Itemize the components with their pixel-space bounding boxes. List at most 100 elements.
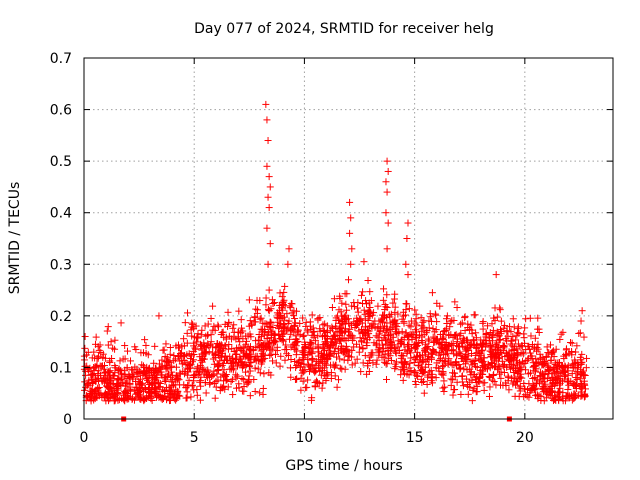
data-point bbox=[218, 328, 226, 336]
data-point bbox=[435, 349, 443, 357]
data-point bbox=[468, 361, 476, 369]
data-point bbox=[470, 336, 478, 344]
data-point bbox=[259, 328, 267, 336]
data-point bbox=[484, 322, 492, 330]
data-point bbox=[172, 363, 180, 371]
data-point bbox=[381, 306, 389, 314]
data-point bbox=[438, 345, 446, 353]
data-point bbox=[92, 363, 100, 371]
data-point bbox=[425, 317, 433, 325]
data-point bbox=[490, 363, 498, 371]
data-point bbox=[424, 335, 432, 343]
data-point bbox=[222, 370, 230, 378]
data-point bbox=[573, 342, 581, 350]
data-point bbox=[319, 321, 327, 329]
data-point bbox=[264, 137, 272, 145]
data-point bbox=[404, 341, 412, 349]
data-point bbox=[338, 319, 346, 327]
data-point bbox=[159, 346, 167, 354]
data-point bbox=[92, 333, 100, 341]
data-point bbox=[344, 315, 352, 323]
data-point bbox=[394, 310, 402, 318]
data-point bbox=[365, 357, 373, 365]
data-point bbox=[418, 378, 426, 386]
data-point bbox=[304, 376, 312, 384]
axes: 0 0.1 0.2 0.3 0.4 0.5 0.6 0.7 0 5 10 15 20 bbox=[50, 51, 613, 446]
data-point bbox=[364, 359, 372, 367]
data-point bbox=[102, 376, 110, 384]
data-point bbox=[176, 369, 184, 377]
data-point bbox=[202, 332, 210, 340]
data-point bbox=[447, 381, 455, 389]
data-point bbox=[420, 368, 428, 376]
data-point bbox=[323, 369, 331, 377]
x-tick-label: 0 bbox=[80, 430, 89, 446]
data-point bbox=[559, 328, 567, 336]
data-point bbox=[399, 352, 407, 360]
data-point bbox=[555, 392, 563, 400]
data-point bbox=[104, 341, 112, 349]
data-point bbox=[543, 343, 551, 351]
data-point bbox=[364, 276, 372, 284]
y-tick-label: 0 bbox=[63, 412, 72, 428]
data-point bbox=[94, 384, 102, 392]
data-point bbox=[216, 387, 224, 395]
data-point bbox=[366, 334, 374, 342]
data-point bbox=[373, 340, 381, 348]
data-point bbox=[264, 342, 272, 350]
data-point bbox=[404, 331, 412, 339]
data-point bbox=[242, 332, 250, 340]
data-point bbox=[252, 352, 260, 360]
data-point bbox=[374, 302, 382, 310]
data-point bbox=[247, 358, 255, 366]
data-point bbox=[336, 364, 344, 372]
data-point bbox=[345, 276, 352, 284]
data-point bbox=[413, 353, 421, 361]
data-point bbox=[265, 286, 273, 294]
data-point bbox=[285, 245, 293, 253]
data-point bbox=[573, 381, 581, 389]
data-point bbox=[346, 325, 354, 333]
data-point bbox=[408, 331, 416, 339]
data-point bbox=[164, 390, 172, 398]
data-point bbox=[344, 334, 352, 342]
data-point bbox=[529, 359, 537, 367]
data-point bbox=[582, 364, 590, 372]
data-point bbox=[451, 373, 459, 381]
data-point bbox=[309, 324, 317, 332]
data-point bbox=[491, 304, 499, 312]
data-point bbox=[360, 258, 368, 266]
data-point bbox=[310, 364, 318, 372]
data-point bbox=[487, 353, 495, 361]
data-point bbox=[428, 355, 436, 363]
data-point bbox=[182, 359, 190, 367]
data-point bbox=[389, 333, 397, 341]
data-point bbox=[577, 360, 585, 368]
data-point bbox=[280, 320, 288, 328]
data-point bbox=[572, 374, 580, 382]
data-point bbox=[145, 366, 153, 374]
data-point bbox=[136, 392, 144, 400]
data-point bbox=[358, 338, 366, 346]
data-point bbox=[190, 374, 198, 382]
data-point bbox=[405, 321, 413, 329]
data-point bbox=[432, 364, 440, 372]
data-point bbox=[188, 358, 196, 366]
data-point bbox=[576, 375, 584, 383]
data-point bbox=[386, 352, 394, 360]
data-point bbox=[378, 341, 386, 349]
data-point bbox=[155, 312, 163, 320]
data-point bbox=[539, 384, 547, 392]
data-point bbox=[251, 387, 259, 395]
data-point bbox=[323, 334, 331, 342]
data-point bbox=[105, 384, 113, 392]
data-point bbox=[501, 353, 509, 361]
data-point bbox=[402, 260, 410, 268]
data-point bbox=[517, 365, 525, 373]
data-point bbox=[425, 324, 433, 332]
data-point bbox=[286, 364, 294, 372]
data-point bbox=[527, 332, 535, 340]
data-point bbox=[411, 306, 419, 314]
data-point bbox=[117, 319, 125, 327]
data-point bbox=[353, 340, 361, 348]
